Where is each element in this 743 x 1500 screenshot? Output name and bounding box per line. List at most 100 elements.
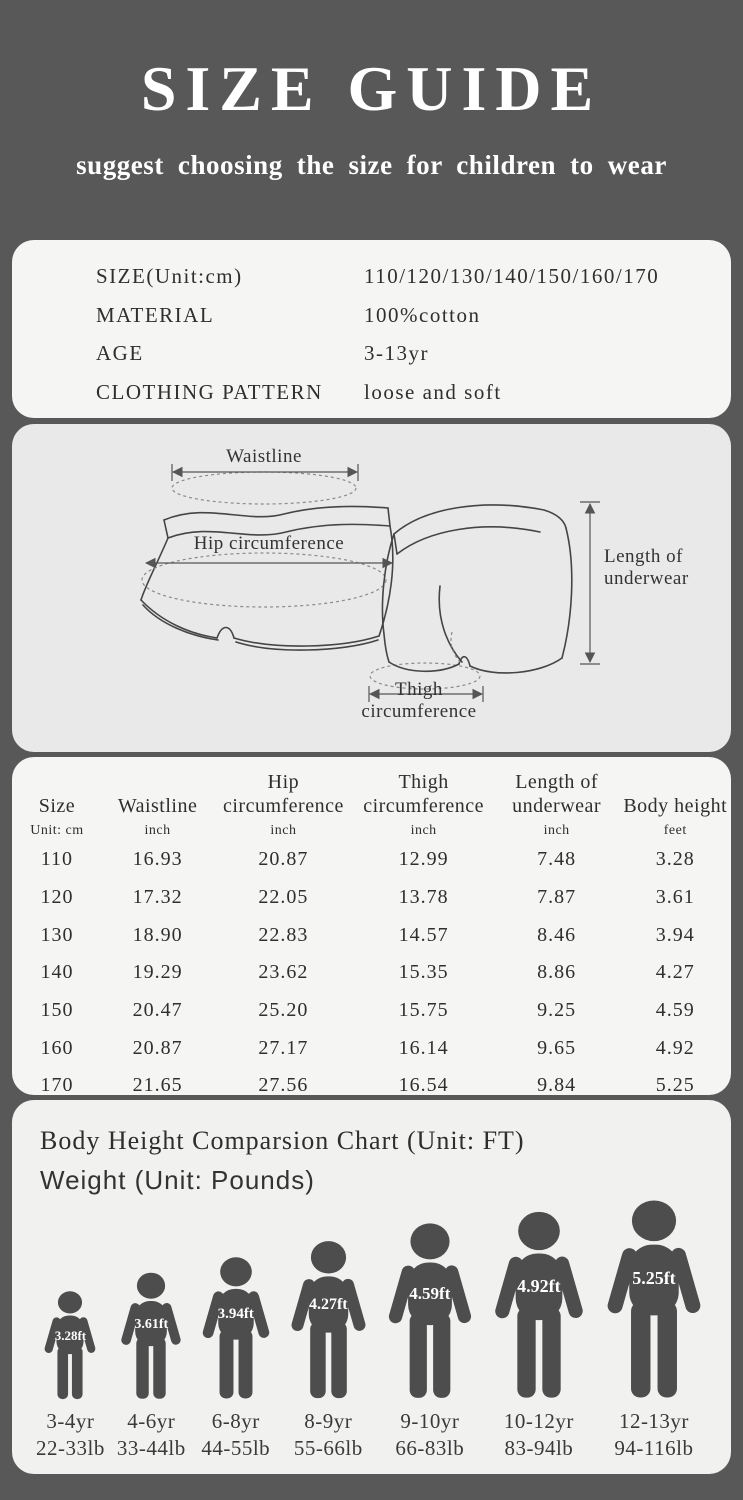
figure-height-label: 3.28ft <box>54 1328 87 1344</box>
column-header: Waistline <box>117 795 198 817</box>
cell: 9.25 <box>537 999 577 1022</box>
column-header: Length of underwear <box>512 771 602 817</box>
height-figure-col: 4.27ft 8-9yr 55-66lb <box>286 1239 371 1462</box>
column-unit: inch <box>543 823 570 838</box>
cell: 7.87 <box>537 886 577 909</box>
product-info-list: SIZE(Unit:cm) 110/120/130/140/150/160/17… <box>12 240 731 411</box>
table-header-row: Size Waistline Hip circumference Thigh c… <box>12 757 731 819</box>
info-label: MATERIAL <box>96 302 215 327</box>
table-units-row: Unit: cm inch inch inch inch feet <box>12 819 731 841</box>
cell: 8.46 <box>537 923 577 946</box>
cell: 5.25 <box>655 1074 695 1097</box>
column-header: Size <box>38 795 76 817</box>
product-info-card: SIZE(Unit:cm) 110/120/130/140/150/160/17… <box>12 240 731 418</box>
cell: 16.93 <box>132 848 183 871</box>
figure-age-label: 8-9yr <box>304 1409 353 1433</box>
figure-height-label: 3.61ft <box>134 1316 169 1332</box>
cell: 4.59 <box>655 999 695 1022</box>
cell: 130 <box>40 923 74 946</box>
shorts-diagram: Waistline Hip circumference Thigh circum… <box>12 424 731 752</box>
cell: 4.92 <box>655 1036 695 1059</box>
figure-height-label: 4.27ft <box>308 1295 348 1313</box>
column-unit: inch <box>410 823 437 838</box>
cell: 22.83 <box>258 923 309 946</box>
length-of-underwear-label: Length of underwear <box>604 546 689 589</box>
person-icon <box>605 1200 703 1398</box>
cell: 3.28 <box>655 848 695 871</box>
page-title: SIZE GUIDE <box>140 53 603 124</box>
figure-weight-label: 66-83lb <box>395 1436 465 1460</box>
cell: 25.20 <box>258 999 309 1022</box>
cell: 9.65 <box>537 1036 577 1059</box>
cell: 16.54 <box>398 1074 449 1097</box>
table-row: 120 17.32 22.05 13.78 7.87 3.61 <box>12 879 731 917</box>
column-unit: Unit: cm <box>30 823 84 838</box>
figure-age-label: 3-4yr <box>46 1409 95 1433</box>
cell: 14.57 <box>398 923 449 946</box>
info-value: 100%cotton <box>364 302 481 327</box>
figure-height-label: 5.25ft <box>632 1268 676 1289</box>
table-row: 110 16.93 20.87 12.99 7.48 3.28 <box>12 841 731 879</box>
thigh-circumference-label: Thigh circumference <box>361 679 477 722</box>
info-label: CLOTHING PATTERN <box>96 379 323 404</box>
column-unit: inch <box>144 823 171 838</box>
figure-weight-label: 22-33lb <box>36 1436 105 1460</box>
person-icon <box>44 1291 97 1400</box>
info-value: 3-13yr <box>364 341 429 365</box>
column-header: Body height <box>623 795 728 817</box>
cell: 20.87 <box>258 848 309 871</box>
info-value: loose and soft <box>364 379 502 404</box>
waistline-label: Waistline <box>226 446 302 467</box>
cell: 160 <box>40 1036 74 1059</box>
figure-age-label: 10-12yr <box>503 1409 574 1433</box>
info-label: AGE <box>96 341 144 365</box>
figure-age-label: 4-6yr <box>127 1409 176 1433</box>
figure-weight-label: 55-66lb <box>293 1436 363 1460</box>
person-icon <box>387 1223 473 1398</box>
hip-circumference-label: Hip circumference <box>193 533 345 554</box>
measure-lines <box>144 464 600 702</box>
cell: 20.47 <box>132 999 183 1022</box>
cell: 20.87 <box>132 1036 183 1059</box>
figure-weight-label: 83-94lb <box>504 1436 574 1460</box>
column-unit: inch <box>270 823 297 838</box>
shorts-back-outline <box>381 504 573 674</box>
cell: 15.35 <box>398 961 449 984</box>
cell: 4.27 <box>655 961 695 984</box>
shorts-front-outline <box>140 505 394 651</box>
person-icon <box>289 1241 367 1399</box>
cell: 3.94 <box>655 923 695 946</box>
cell: 27.17 <box>258 1036 309 1059</box>
height-figure-col: 5.25ft 12-13yr 94-116lb <box>601 1197 707 1462</box>
height-figure-col: 3.94ft 6-8yr 44-55lb <box>198 1255 274 1462</box>
cell: 19.29 <box>132 961 183 984</box>
table-row: 150 20.47 25.20 15.75 9.25 4.59 <box>12 992 731 1030</box>
height-figures-row: 3.28ft 3-4yr 22-33lb 3.61ft 4-6yr 33-44l… <box>34 1196 709 1462</box>
height-chart-title: Body Height Comparsion Chart (Unit: FT) <box>40 1126 525 1155</box>
person-icon <box>493 1211 585 1398</box>
table-row: 170 21.65 27.56 16.54 9.84 5.25 <box>12 1067 731 1105</box>
cell: 9.84 <box>537 1074 577 1097</box>
cell: 27.56 <box>258 1074 309 1097</box>
height-chart-card: Body Height Comparsion Chart (Unit: FT) … <box>12 1100 731 1474</box>
dashed-circumference-ellipses <box>141 471 481 690</box>
cell: 120 <box>40 886 74 909</box>
figure-age-label: 6-8yr <box>211 1409 260 1433</box>
cell: 13.78 <box>398 886 449 909</box>
height-figure-col: 4.59ft 9-10yr 66-83lb <box>383 1221 477 1462</box>
person-icon <box>120 1272 183 1399</box>
figure-weight-label: 33-44lb <box>116 1436 186 1460</box>
height-figure-col: 4.92ft 10-12yr 83-94lb <box>489 1209 589 1462</box>
cell: 21.65 <box>132 1074 183 1097</box>
weight-chart-title: Weight (Unit: Pounds) <box>40 1165 315 1195</box>
figure-height-label: 4.59ft <box>409 1284 451 1303</box>
person-icon <box>201 1257 271 1399</box>
cell: 16.14 <box>398 1036 449 1059</box>
figure-age-label: 12-13yr <box>618 1409 689 1433</box>
cell: 15.75 <box>398 999 449 1022</box>
cell: 18.90 <box>132 923 183 946</box>
column-header: Hip circumference <box>222 771 344 817</box>
cell: 8.86 <box>537 961 577 984</box>
figure-height-label: 3.94ft <box>217 1306 254 1323</box>
